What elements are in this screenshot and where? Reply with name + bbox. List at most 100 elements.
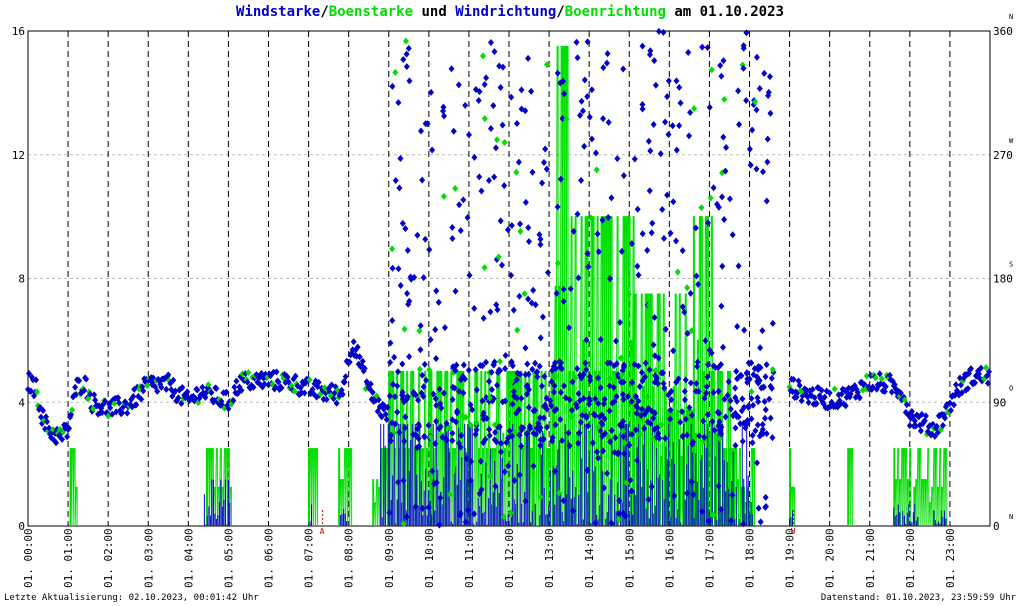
direction-point	[518, 442, 525, 450]
direction-point	[660, 234, 667, 242]
direction-point	[509, 374, 516, 382]
direction-point	[466, 271, 473, 279]
direction-point	[550, 388, 557, 396]
direction-point	[594, 230, 601, 238]
direction-point	[223, 388, 230, 396]
direction-point	[707, 194, 714, 202]
direction-point	[387, 437, 394, 445]
direction-point	[494, 368, 501, 376]
compass-label: W	[1009, 137, 1014, 145]
direction-point	[449, 235, 456, 243]
direction-point	[941, 414, 948, 422]
direction-point	[482, 435, 489, 443]
direction-point	[518, 86, 525, 94]
direction-point	[525, 295, 532, 303]
x-tick-label: 01. 15:00	[623, 528, 636, 588]
direction-point	[712, 364, 719, 372]
direction-point	[483, 394, 490, 402]
direction-point	[656, 434, 663, 442]
direction-point	[657, 150, 664, 158]
direction-point	[626, 441, 633, 449]
direction-point	[479, 397, 486, 405]
direction-point	[389, 316, 396, 324]
direction-point	[549, 437, 556, 445]
direction-point	[593, 448, 600, 456]
direction-point	[244, 378, 251, 386]
direction-point	[537, 442, 544, 450]
direction-point	[752, 427, 759, 435]
direction-point	[560, 497, 567, 505]
direction-point	[529, 365, 536, 373]
direction-point	[492, 144, 499, 152]
direction-point	[796, 381, 803, 389]
direction-point	[634, 404, 641, 412]
direction-point	[705, 361, 712, 369]
direction-point	[430, 390, 437, 398]
direction-point	[766, 395, 773, 403]
direction-point	[767, 414, 774, 422]
direction-point	[688, 478, 695, 486]
direction-point	[595, 400, 602, 408]
direction-point	[552, 421, 559, 429]
direction-point	[414, 444, 421, 452]
direction-point	[420, 274, 427, 282]
direction-point	[523, 390, 530, 398]
direction-point	[704, 44, 711, 52]
direction-point	[903, 401, 910, 409]
direction-point	[745, 402, 752, 410]
direction-point	[592, 395, 599, 403]
direction-point	[679, 432, 686, 440]
gust-series	[532, 370, 555, 527]
direction-point	[708, 349, 715, 357]
direction-point	[165, 371, 172, 379]
direction-point	[690, 491, 697, 499]
direction-point	[81, 387, 88, 395]
direction-point	[721, 395, 728, 403]
direction-point	[649, 219, 656, 227]
direction-point	[111, 400, 118, 408]
direction-point	[662, 118, 669, 126]
direction-point	[608, 194, 615, 202]
direction-point	[592, 519, 599, 527]
direction-point	[579, 107, 586, 115]
direction-point	[450, 363, 457, 371]
direction-point	[449, 223, 456, 231]
direction-point	[272, 383, 279, 391]
direction-point	[617, 354, 624, 362]
direction-point	[693, 272, 700, 280]
direction-point	[475, 97, 482, 105]
direction-point	[695, 388, 702, 396]
direction-point	[517, 227, 524, 235]
direction-point	[421, 433, 428, 441]
direction-point	[759, 327, 766, 335]
direction-point	[620, 396, 627, 404]
direction-point	[647, 147, 654, 155]
direction-point	[551, 407, 558, 415]
direction-point	[710, 388, 717, 396]
direction-point	[753, 459, 760, 467]
direction-point	[582, 359, 589, 367]
direction-point	[704, 373, 711, 381]
direction-point	[599, 216, 606, 224]
direction-point	[492, 428, 499, 436]
direction-point	[394, 408, 401, 416]
direction-point	[921, 417, 928, 425]
compass-label: N	[1009, 13, 1013, 21]
direction-point	[917, 427, 924, 435]
direction-point	[508, 509, 515, 517]
direction-point	[437, 494, 444, 502]
direction-point	[517, 370, 524, 378]
direction-point	[612, 434, 619, 442]
direction-point	[675, 375, 682, 383]
direction-point	[600, 115, 607, 123]
direction-point	[107, 404, 114, 412]
direction-point	[838, 390, 845, 398]
direction-point	[538, 382, 545, 390]
direction-point	[732, 441, 739, 449]
direction-point	[452, 418, 459, 426]
direction-point	[493, 136, 500, 144]
direction-point	[718, 302, 725, 310]
direction-point	[579, 411, 586, 419]
direction-point	[401, 398, 408, 406]
direction-point	[284, 373, 291, 381]
